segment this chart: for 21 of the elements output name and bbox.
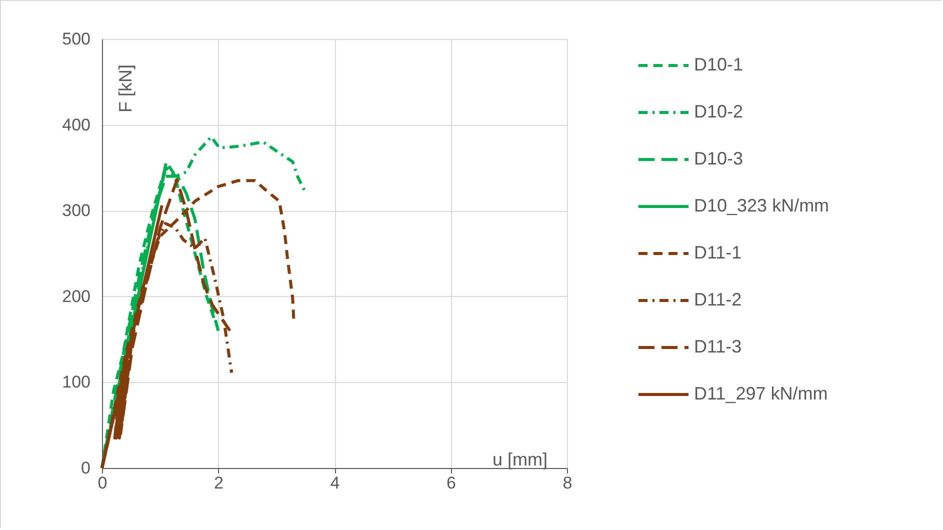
legend-label: D11_297 kN/mm (694, 384, 828, 404)
y-tick-label: 200 (62, 286, 90, 306)
y-tick-label: 500 (62, 30, 90, 48)
legend-label: D11-2 (694, 290, 742, 310)
x-tick-label: 4 (330, 474, 340, 492)
x-tick-label: 8 (562, 474, 572, 492)
y-tick-label: 0 (81, 458, 90, 478)
y-axis-title: F [kN] (116, 64, 136, 112)
x-axis-title: u [mm] (492, 450, 548, 470)
y-tick-label: 300 (62, 201, 90, 220)
x-tick-label: 6 (446, 474, 456, 492)
legend-label: D10_323 kN/mm (694, 196, 830, 216)
legend-label: D11-1 (694, 242, 742, 262)
y-tick-label: 400 (62, 115, 90, 134)
x-tick-label: 0 (98, 474, 108, 492)
x-tick-label: 2 (214, 474, 224, 492)
legend-label: D10-1 (694, 54, 744, 74)
legend-label: D10-3 (694, 148, 744, 168)
y-tick-label: 100 (62, 372, 90, 392)
legend-label: D11-3 (694, 336, 742, 356)
legend-label: D10-2 (694, 102, 744, 122)
